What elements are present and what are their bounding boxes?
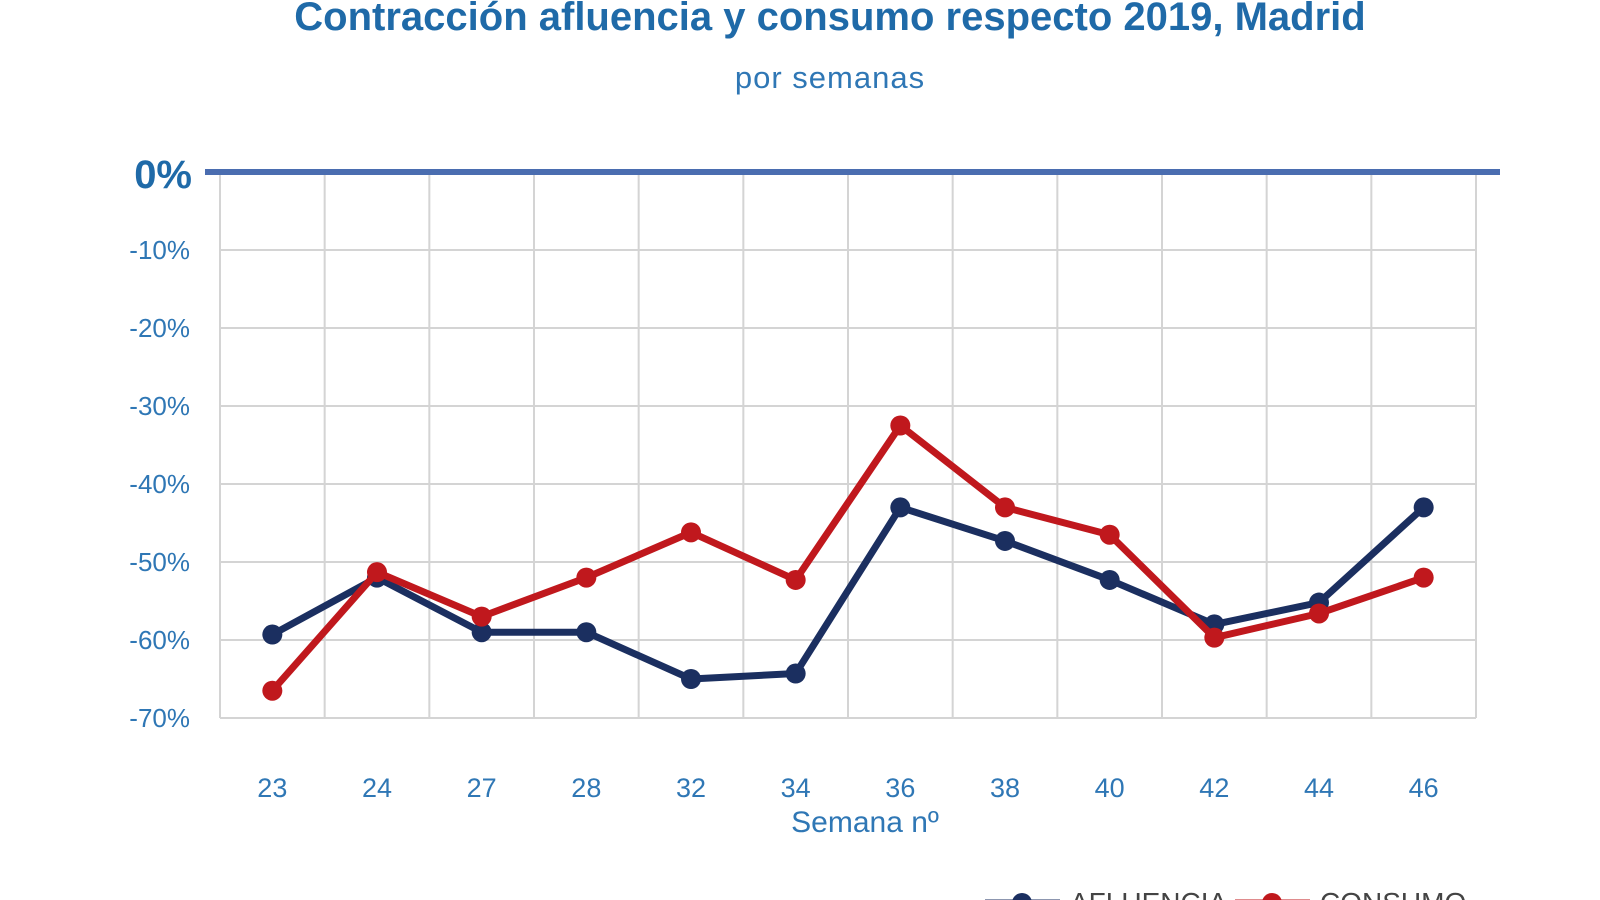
data-point-consumo [995,497,1015,518]
y-tick-label: -30% [129,391,190,421]
chart-title: Contracción afluencia y consumo respecto… [294,0,1365,39]
x-tick-label: 46 [1409,773,1439,803]
data-point-consumo [576,567,597,588]
chart-subtitle: por semanas [735,60,925,95]
y-tick-label: -50% [129,547,190,577]
legend-marker-dot [1012,893,1032,900]
data-point-afluencia [262,624,283,645]
y-tick-label: -20% [129,313,190,343]
data-point-afluencia [1099,569,1120,590]
x-tick-label: 24 [362,773,392,803]
y-tick-label: 0% [134,153,192,197]
y-tick-label: -10% [129,235,190,265]
x-axis-label: Semana nº [791,806,939,839]
x-tick-label: 36 [885,773,915,803]
data-point-consumo [471,606,492,627]
legend: AFLUENCIA CONSUMO [985,887,1466,900]
x-tick-label: 44 [1304,773,1334,803]
data-point-consumo [1413,567,1434,588]
y-tick-label: -40% [129,469,190,499]
y-tick-label: -60% [129,625,190,655]
data-point-consumo [367,562,387,583]
data-point-afluencia [1413,497,1434,518]
x-tick-label: 27 [467,773,497,803]
data-point-afluencia [471,622,492,643]
grid [205,169,1500,719]
x-tick-label: 40 [1095,773,1125,803]
x-tick-label: 32 [676,773,706,803]
data-point-consumo [1309,603,1329,624]
y-tick-label: -70% [129,703,190,733]
x-axis: 23 24 27 28 32 34 36 38 40 42 44 46 [257,773,1438,803]
series-group [262,415,1434,701]
legend-marker-dot [1262,893,1282,900]
data-point-afluencia [681,669,701,689]
data-point-afluencia [785,663,806,684]
series-line-consumo [269,422,1425,694]
series-line-afluencia [270,503,1427,683]
data-point-afluencia [995,530,1015,551]
data-point-consumo [262,680,283,701]
x-tick-label: 34 [781,773,811,803]
x-tick-label: 42 [1199,773,1229,803]
data-point-afluencia [890,497,911,518]
data-point-consumo [1099,524,1120,545]
y-axis: 0% -10% -20% -30% -40% -50% -60% -70% [129,153,192,733]
data-point-consumo [1204,627,1225,648]
x-tick-label: 28 [571,773,601,803]
x-tick-label: 23 [257,773,287,803]
data-point-afluencia [576,622,597,643]
data-point-consumo [785,569,806,590]
legend-label: AFLUENCIA [1070,887,1227,900]
x-tick-label: 38 [990,773,1020,803]
data-point-consumo [681,522,701,543]
data-point-consumo [890,415,911,436]
legend-label: CONSUMO [1320,887,1466,900]
